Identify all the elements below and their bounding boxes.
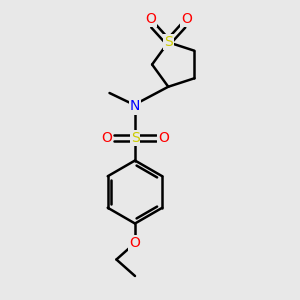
Text: O: O <box>181 12 192 26</box>
Text: O: O <box>130 236 140 250</box>
Text: N: N <box>130 100 140 113</box>
Text: S: S <box>164 35 172 49</box>
Text: O: O <box>145 12 156 26</box>
Text: S: S <box>130 131 140 145</box>
Text: O: O <box>158 131 169 145</box>
Text: O: O <box>101 131 112 145</box>
